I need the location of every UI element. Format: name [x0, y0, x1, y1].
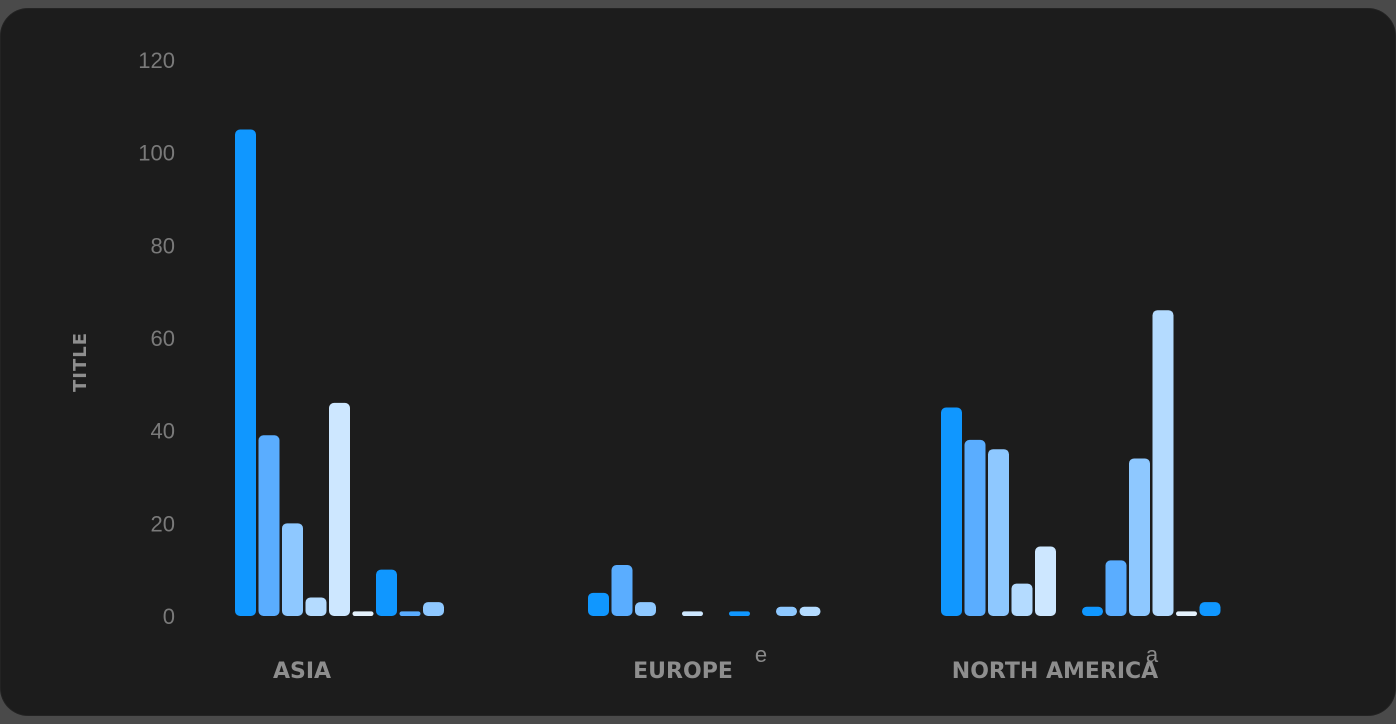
bar	[1035, 546, 1056, 616]
bar	[588, 592, 609, 616]
bar	[329, 402, 350, 616]
bar	[988, 449, 1009, 616]
bar	[1011, 583, 1033, 616]
bars	[235, 129, 1221, 616]
bar	[1082, 606, 1103, 616]
bar	[399, 611, 421, 616]
category-label: ASIA	[273, 659, 331, 684]
bar	[1152, 310, 1174, 616]
y-tick-label: 60	[151, 326, 175, 351]
bar	[964, 439, 986, 616]
bar	[682, 611, 703, 616]
bar	[1105, 560, 1127, 616]
bar	[1199, 602, 1221, 616]
bar	[376, 569, 397, 616]
y-axis-title: TITLE	[70, 332, 91, 392]
bar	[729, 611, 750, 616]
stray-label-a: a	[1146, 642, 1159, 667]
category-labels: ASIA EUROPE NORTH AMERICA	[273, 659, 1158, 684]
y-axis: 0 20 40 60 80 100 120	[138, 48, 175, 629]
y-tick-label: 100	[138, 141, 175, 166]
bar	[282, 523, 303, 616]
bar	[799, 606, 821, 616]
y-tick-label: 0	[163, 604, 175, 629]
y-tick-label: 40	[151, 419, 175, 444]
bar	[611, 565, 633, 616]
bar	[1129, 458, 1150, 616]
y-tick-label: 120	[138, 48, 175, 73]
category-label: NORTH AMERICA	[952, 659, 1158, 684]
bar	[635, 602, 656, 616]
bar	[352, 611, 374, 616]
bar	[1176, 611, 1197, 616]
bar	[258, 435, 280, 616]
stray-label-e: e	[755, 642, 767, 667]
bar	[235, 129, 256, 616]
bar	[423, 602, 444, 616]
bar	[305, 597, 327, 616]
bar	[776, 606, 797, 616]
bar	[941, 407, 962, 616]
y-tick-label: 80	[151, 233, 175, 258]
category-label: EUROPE	[633, 659, 733, 684]
y-tick-label: 20	[151, 511, 175, 536]
